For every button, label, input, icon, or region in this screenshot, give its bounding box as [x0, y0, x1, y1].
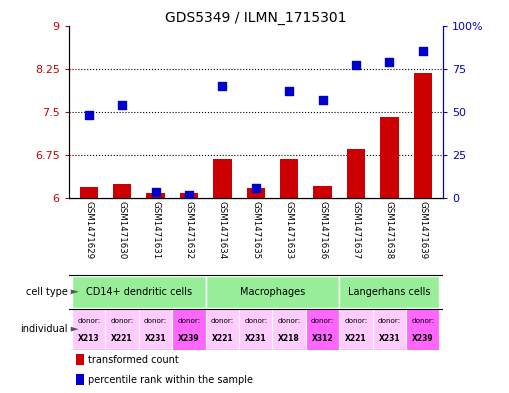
Text: X221: X221 [212, 334, 233, 343]
Bar [180, 193, 198, 198]
Text: X218: X218 [278, 334, 300, 343]
Text: GSM1471632: GSM1471632 [184, 201, 193, 259]
Text: X231: X231 [145, 334, 166, 343]
Bar [147, 193, 165, 198]
Title: GDS5349 / ILMN_1715301: GDS5349 / ILMN_1715301 [165, 11, 347, 24]
Bar [76, 354, 84, 365]
Point [218, 83, 227, 89]
Text: GSM1471630: GSM1471630 [118, 201, 127, 259]
Text: GSM1471639: GSM1471639 [418, 201, 427, 259]
Text: X231: X231 [245, 334, 267, 343]
Bar [72, 309, 105, 350]
Point [385, 59, 393, 65]
Text: CD14+ dendritic cells: CD14+ dendritic cells [86, 287, 192, 297]
Bar [340, 276, 439, 308]
Bar [213, 159, 232, 198]
Text: donor:: donor: [277, 318, 301, 324]
Text: individual: individual [20, 324, 68, 334]
Point [419, 48, 427, 55]
Text: donor:: donor: [177, 318, 201, 324]
Text: donor:: donor: [378, 318, 401, 324]
Text: donor:: donor: [144, 318, 167, 324]
Bar [79, 187, 98, 198]
Text: X239: X239 [178, 334, 200, 343]
Text: X213: X213 [78, 334, 100, 343]
Text: donor:: donor: [345, 318, 367, 324]
Text: donor:: donor: [244, 318, 267, 324]
Text: donor:: donor: [311, 318, 334, 324]
Bar [414, 73, 432, 198]
Text: X239: X239 [412, 334, 434, 343]
Text: GSM1471633: GSM1471633 [285, 201, 294, 259]
Bar [239, 309, 272, 350]
Text: GSM1471636: GSM1471636 [318, 201, 327, 259]
Text: GSM1471629: GSM1471629 [84, 201, 93, 259]
Text: X221: X221 [345, 334, 367, 343]
Point [152, 188, 160, 195]
Bar [139, 309, 172, 350]
Text: X312: X312 [312, 334, 333, 343]
Bar [76, 374, 84, 385]
Text: percentile rank within the sample: percentile rank within the sample [88, 375, 253, 385]
Text: GSM1471635: GSM1471635 [251, 201, 260, 259]
Bar [347, 149, 365, 198]
Point [285, 88, 293, 94]
Text: donor:: donor: [411, 318, 434, 324]
Bar [406, 309, 439, 350]
Text: X221: X221 [111, 334, 133, 343]
Point [319, 97, 327, 103]
Bar [113, 184, 131, 198]
Text: donor:: donor: [211, 318, 234, 324]
Bar [280, 159, 298, 198]
Text: transformed count: transformed count [88, 355, 179, 365]
Text: donor:: donor: [110, 318, 134, 324]
Text: Langerhans cells: Langerhans cells [348, 287, 431, 297]
Point [118, 102, 126, 108]
Point [251, 185, 260, 191]
Bar [206, 276, 340, 308]
Bar [380, 117, 399, 198]
Point [352, 62, 360, 68]
Text: GSM1471634: GSM1471634 [218, 201, 227, 259]
Bar [206, 309, 239, 350]
Bar [373, 309, 406, 350]
Text: donor:: donor: [77, 318, 100, 324]
Point [84, 112, 93, 119]
Bar [306, 309, 340, 350]
Text: cell type: cell type [26, 287, 68, 297]
Bar [314, 186, 332, 198]
Bar [246, 188, 265, 198]
Text: GSM1471631: GSM1471631 [151, 201, 160, 259]
Text: Macrophages: Macrophages [240, 287, 305, 297]
Text: GSM1471637: GSM1471637 [352, 201, 360, 259]
Bar [105, 309, 139, 350]
Text: X231: X231 [379, 334, 400, 343]
Point [185, 192, 193, 198]
Bar [272, 309, 306, 350]
Bar [72, 276, 206, 308]
Bar [340, 309, 373, 350]
Text: GSM1471638: GSM1471638 [385, 201, 394, 259]
Bar [172, 309, 206, 350]
